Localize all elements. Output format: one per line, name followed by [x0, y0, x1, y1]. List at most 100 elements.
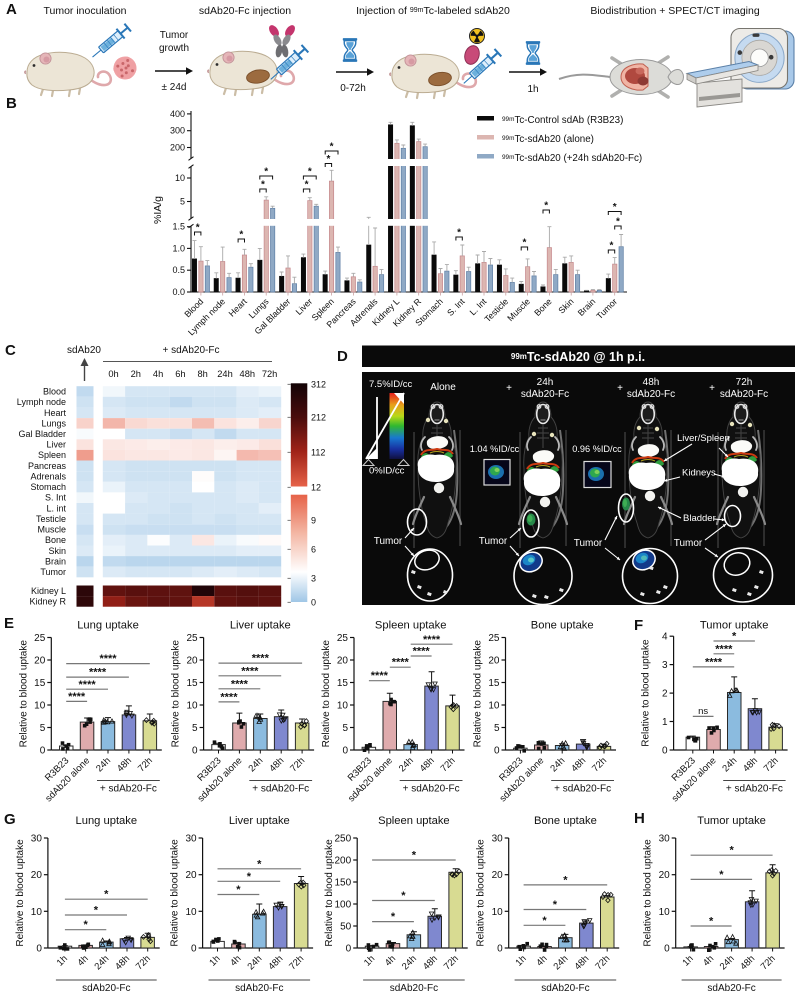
- svg-text:Relative to blood uptake: Relative to blood uptake: [170, 839, 181, 947]
- svg-text:1.0: 1.0: [172, 243, 185, 253]
- svg-text:72h: 72h: [136, 755, 155, 774]
- svg-text:25: 25: [186, 633, 198, 644]
- svg-text:100: 100: [335, 900, 352, 911]
- svg-text:Skin: Skin: [556, 296, 575, 315]
- svg-text:1h: 1h: [513, 953, 528, 968]
- svg-text:+ sdAb20-Fc: + sdAb20-Fc: [252, 784, 309, 795]
- svg-text:****: ****: [705, 656, 723, 668]
- svg-text:1.5: 1.5: [172, 222, 185, 232]
- svg-text:1h: 1h: [680, 953, 695, 968]
- svg-text:Stomach: Stomach: [30, 482, 66, 492]
- svg-text:B: B: [6, 95, 17, 112]
- svg-text:+ sdAb20-Fc: + sdAb20-Fc: [403, 784, 460, 795]
- svg-text:****: ****: [79, 679, 97, 691]
- svg-text:72h: 72h: [134, 953, 153, 972]
- svg-text:*: *: [553, 899, 558, 911]
- svg-text:48h: 48h: [267, 755, 286, 774]
- svg-text:****: ****: [241, 665, 259, 677]
- svg-text:20: 20: [185, 870, 197, 881]
- svg-text:72h: 72h: [262, 369, 278, 379]
- svg-text:+ sdAb20-Fc: + sdAb20-Fc: [726, 784, 783, 795]
- svg-text:Tumor inoculation: Tumor inoculation: [43, 5, 126, 17]
- svg-text:1.04 %ID/cc: 1.04 %ID/cc: [470, 444, 520, 454]
- svg-text:Spleen uptake: Spleen uptake: [375, 620, 447, 632]
- svg-text:0: 0: [497, 944, 503, 955]
- svg-text:*: *: [264, 167, 268, 178]
- svg-text:50: 50: [340, 922, 352, 933]
- svg-text:H: H: [634, 810, 645, 827]
- svg-text:*: *: [247, 871, 252, 883]
- svg-text:L. int: L. int: [46, 503, 66, 513]
- svg-text:Testicle: Testicle: [482, 296, 510, 324]
- svg-text:****: ****: [231, 678, 249, 690]
- svg-text:sdAb20-Fc: sdAb20-Fc: [82, 983, 130, 994]
- svg-text:+ sdAb20-Fc: + sdAb20-Fc: [100, 784, 157, 795]
- svg-text:48h: 48h: [569, 755, 588, 774]
- svg-text:Injection of 99mTc-labeled sdA: Injection of 99mTc-labeled sdAb20: [356, 5, 510, 17]
- svg-text:48h: 48h: [421, 953, 440, 972]
- svg-text:72h: 72h: [593, 953, 612, 972]
- svg-text:Gal Bladder: Gal Bladder: [18, 429, 66, 439]
- svg-text:Lung uptake: Lung uptake: [77, 620, 139, 632]
- svg-text:Alone: Alone: [430, 382, 456, 393]
- svg-text:24h: 24h: [217, 369, 233, 379]
- svg-text:*: *: [401, 890, 406, 902]
- svg-text:5: 5: [192, 723, 198, 734]
- svg-text:C: C: [5, 342, 16, 359]
- svg-text:30: 30: [31, 833, 43, 844]
- svg-text:24h: 24h: [245, 953, 264, 972]
- svg-text:10: 10: [34, 701, 46, 712]
- svg-text:****: ****: [220, 691, 238, 703]
- svg-text:Heart: Heart: [227, 296, 250, 319]
- svg-text:sdAb20-Fc injection: sdAb20-Fc injection: [199, 5, 291, 17]
- svg-text:99mTc-sdAb20 (alone): 99mTc-sdAb20 (alone): [502, 134, 594, 145]
- svg-text:1h: 1h: [527, 84, 538, 95]
- svg-text:99mTc-sdAb20 @ 1h p.i.: 99mTc-sdAb20 @ 1h p.i.: [511, 350, 645, 364]
- svg-text:0%ID/cc: 0%ID/cc: [369, 466, 405, 477]
- svg-text:Tumor: Tumor: [574, 538, 603, 549]
- svg-text:24h: 24h: [397, 755, 416, 774]
- svg-text:24h: 24h: [246, 755, 265, 774]
- svg-text:*: *: [236, 884, 241, 896]
- svg-text:Spleen uptake: Spleen uptake: [378, 815, 450, 827]
- svg-text:*: *: [326, 154, 330, 165]
- svg-text:Relative to blood uptake: Relative to blood uptake: [18, 640, 29, 748]
- svg-text:12: 12: [311, 483, 321, 493]
- svg-text:0: 0: [36, 944, 42, 955]
- svg-text:112: 112: [311, 448, 325, 458]
- svg-text:Bone uptake: Bone uptake: [531, 620, 594, 632]
- svg-text:6h: 6h: [175, 369, 185, 379]
- svg-text:10: 10: [488, 701, 500, 712]
- svg-text:15: 15: [337, 678, 349, 689]
- svg-text:*: *: [522, 238, 526, 249]
- svg-text:Adrenals: Adrenals: [30, 471, 66, 481]
- svg-text:24h: 24h: [537, 377, 554, 388]
- svg-text:20: 20: [31, 870, 43, 881]
- svg-text:****: ****: [252, 653, 270, 665]
- svg-text:10: 10: [186, 701, 198, 712]
- svg-text:F: F: [634, 617, 643, 634]
- svg-text:0.5: 0.5: [172, 265, 185, 275]
- svg-text:48h: 48h: [738, 953, 757, 972]
- svg-text:48h: 48h: [643, 377, 660, 388]
- svg-text:200: 200: [170, 143, 185, 153]
- svg-text:*: *: [732, 631, 737, 643]
- svg-text:20: 20: [659, 870, 671, 881]
- svg-text:20: 20: [492, 870, 504, 881]
- svg-text:20: 20: [34, 656, 46, 667]
- svg-text:72h: 72h: [590, 755, 609, 774]
- svg-text:*: *: [544, 201, 548, 212]
- svg-text:Bone: Bone: [45, 535, 66, 545]
- svg-text:24h: 24h: [552, 953, 571, 972]
- svg-text:48h: 48h: [240, 369, 256, 379]
- svg-text:48h: 48h: [113, 953, 132, 972]
- svg-text:0-72h: 0-72h: [340, 83, 366, 94]
- svg-text:+ sdAb20-Fc: + sdAb20-Fc: [554, 784, 611, 795]
- svg-text:1h: 1h: [207, 953, 222, 968]
- svg-text:Relative to blood uptake: Relative to blood uptake: [473, 640, 484, 748]
- svg-text:48h: 48h: [115, 755, 134, 774]
- svg-text:Tumor: Tumor: [160, 30, 189, 41]
- svg-text:0: 0: [40, 746, 46, 757]
- svg-text:5: 5: [180, 197, 185, 207]
- svg-text:sdAb20-Fc: sdAb20-Fc: [541, 983, 589, 994]
